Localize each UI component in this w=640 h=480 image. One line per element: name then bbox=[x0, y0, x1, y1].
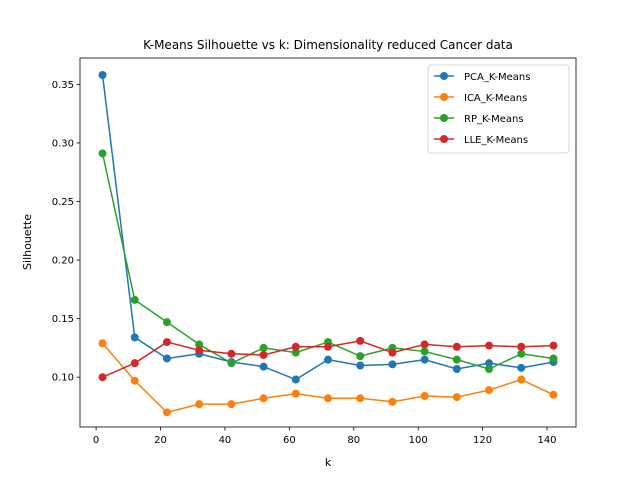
data-point bbox=[291, 389, 300, 398]
data-point bbox=[130, 359, 139, 368]
data-point bbox=[162, 408, 171, 417]
axes-frame bbox=[79, 57, 577, 428]
x-axis-label: k bbox=[325, 456, 332, 469]
x-tick-label: 100 bbox=[409, 435, 428, 446]
data-point bbox=[162, 318, 171, 327]
legend-marker bbox=[440, 93, 448, 101]
data-point bbox=[130, 376, 139, 385]
data-point bbox=[259, 343, 268, 352]
y-tick-label: 0.15 bbox=[52, 314, 74, 325]
x-tick-label: 60 bbox=[283, 435, 296, 446]
data-point bbox=[227, 400, 236, 409]
data-point bbox=[356, 394, 365, 403]
data-point bbox=[485, 365, 494, 374]
data-point bbox=[259, 394, 268, 403]
data-point bbox=[549, 341, 558, 350]
x-tick-label: 120 bbox=[473, 435, 492, 446]
data-point bbox=[452, 365, 461, 374]
data-point bbox=[485, 341, 494, 350]
data-point bbox=[388, 348, 397, 357]
data-point bbox=[98, 149, 107, 158]
data-point bbox=[420, 391, 429, 400]
y-tick-label: 0.30 bbox=[52, 138, 74, 149]
data-point bbox=[517, 349, 526, 358]
x-tick-label: 80 bbox=[347, 435, 360, 446]
data-point bbox=[259, 362, 268, 371]
y-tick-label: 0.25 bbox=[52, 197, 74, 208]
chart-title: K-Means Silhouette vs k: Dimensionality … bbox=[143, 38, 513, 52]
data-point bbox=[420, 347, 429, 356]
legend-label: PCA_K-Means bbox=[464, 72, 530, 83]
data-point bbox=[227, 349, 236, 358]
data-point bbox=[420, 355, 429, 364]
legend-marker bbox=[440, 72, 448, 80]
data-point bbox=[452, 393, 461, 402]
data-point bbox=[324, 342, 332, 351]
data-point bbox=[130, 295, 139, 304]
data-point bbox=[517, 375, 526, 384]
data-point bbox=[195, 346, 204, 355]
data-point bbox=[162, 354, 171, 363]
data-point bbox=[485, 386, 494, 395]
data-point bbox=[259, 350, 268, 359]
data-point bbox=[324, 394, 332, 403]
data-point bbox=[388, 360, 397, 369]
data-point bbox=[291, 348, 300, 357]
data-point bbox=[356, 336, 365, 345]
legend-label: ICA_K-Means bbox=[464, 93, 527, 104]
data-point bbox=[452, 355, 461, 364]
legend-box bbox=[427, 64, 570, 154]
data-point bbox=[227, 359, 236, 368]
legend-marker bbox=[440, 114, 448, 122]
y-tick-label: 0.20 bbox=[52, 256, 74, 267]
x-tick-label: 140 bbox=[537, 435, 556, 446]
data-point bbox=[356, 352, 365, 361]
legend-label: RP_K-Means bbox=[464, 114, 524, 125]
series-line-2 bbox=[101, 153, 554, 370]
data-point bbox=[420, 340, 429, 349]
data-point bbox=[162, 338, 171, 347]
data-point bbox=[98, 70, 107, 79]
plot-area bbox=[79, 57, 577, 428]
x-tick-label: 0 bbox=[93, 435, 99, 446]
data-point bbox=[549, 390, 558, 399]
x-tick-label: 20 bbox=[154, 435, 167, 446]
data-point bbox=[291, 375, 300, 384]
data-point bbox=[324, 355, 332, 364]
data-point bbox=[452, 342, 461, 351]
x-axis: 0 20 40 60 80 100 120 140 bbox=[93, 427, 557, 446]
legend-label: LLE_K-Means bbox=[464, 135, 528, 146]
legend-marker bbox=[440, 135, 448, 143]
data-point bbox=[549, 354, 558, 363]
data-point bbox=[517, 363, 526, 372]
y-tick-label: 0.35 bbox=[52, 80, 74, 91]
data-point bbox=[356, 361, 365, 370]
y-axis: 0.10 0.15 0.20 0.25 0.30 0.35 bbox=[52, 80, 80, 384]
data-point bbox=[195, 340, 204, 349]
data-point bbox=[485, 359, 494, 368]
x-tick-label: 40 bbox=[219, 435, 232, 446]
data-point bbox=[517, 342, 526, 351]
y-tick-label: 0.10 bbox=[52, 373, 74, 384]
data-point bbox=[98, 339, 107, 348]
data-point bbox=[291, 342, 300, 351]
data-point bbox=[130, 333, 139, 342]
data-point bbox=[98, 373, 107, 382]
data-point bbox=[195, 400, 204, 409]
data-point bbox=[388, 397, 397, 406]
legend: PCA_K-Means ICA_K-Means RP_K-Means LLE_K-Me… bbox=[427, 64, 570, 154]
y-axis-label: Silhouette bbox=[21, 214, 34, 270]
